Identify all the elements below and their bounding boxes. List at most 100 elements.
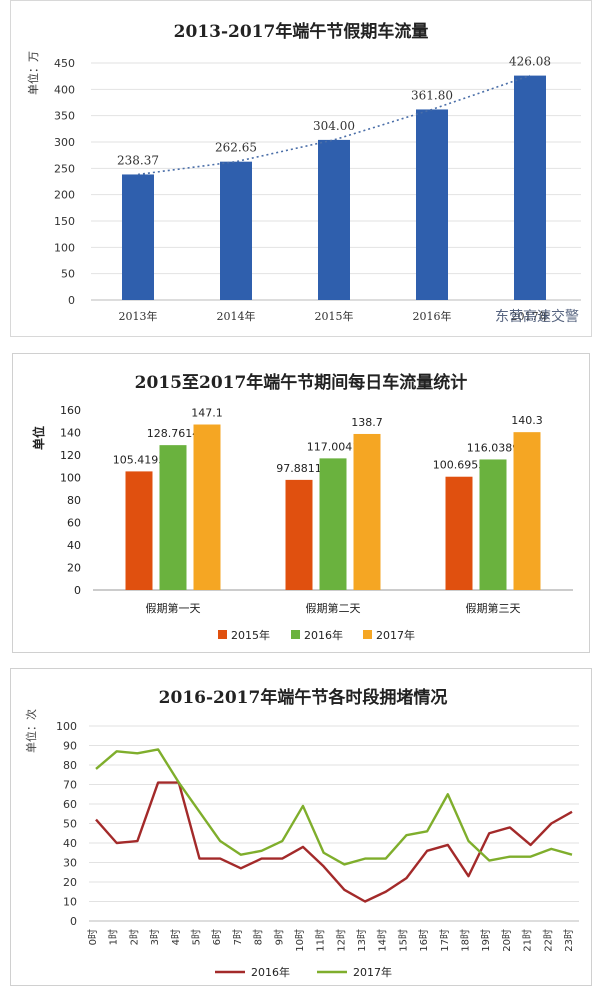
data-label: 140.3: [511, 414, 543, 427]
y-tick-label: 250: [54, 162, 75, 175]
y-tick-label: 0: [70, 915, 77, 928]
y-tick-label: 100: [60, 472, 81, 485]
data-label: 138.7: [351, 416, 383, 429]
bar-2016年-假期第三天: [479, 459, 507, 590]
bar-2015年-假期第二天: [285, 479, 313, 590]
chart-title: 2013-2017年端午节假期车流量: [174, 21, 429, 42]
y-tick-label: 30: [63, 857, 77, 870]
legend-label: 2015年: [231, 628, 270, 642]
bar-2015年-假期第三天: [445, 476, 473, 590]
bar-2017年-假期第一天: [193, 424, 221, 590]
legend-swatch-2015年: [218, 630, 227, 639]
data-label: 117.0041: [307, 440, 360, 453]
y-axis-label: 单位: [31, 426, 46, 450]
y-tick-label: 0: [68, 294, 75, 307]
x-tick-label: 12时: [335, 929, 347, 952]
x-tick-label: 4时: [170, 929, 182, 945]
x-tick-label: 14时: [377, 929, 389, 952]
y-tick-label: 20: [63, 876, 77, 889]
x-tick-label: 3时: [149, 929, 161, 945]
y-tick-label: 10: [63, 896, 77, 909]
x-tick-label: 2017年: [511, 309, 550, 323]
x-tick-label: 假期第二天: [306, 601, 361, 615]
x-tick-label: 2016年: [413, 309, 452, 323]
y-tick-label: 60: [63, 798, 77, 811]
series-line-2017年: [95, 748, 573, 866]
x-tick-label: 20时: [501, 929, 513, 952]
y-tick-label: 40: [63, 837, 77, 850]
x-tick-label: 6时: [211, 929, 223, 945]
x-tick-label: 2014年: [217, 309, 256, 323]
x-tick-label: 10时: [294, 929, 306, 952]
y-tick-label: 70: [63, 779, 77, 792]
chart-title: 2015至2017年端午节期间每日车流量统计: [135, 372, 468, 393]
bar-2015年-假期第一天: [125, 471, 153, 590]
y-axis-label: 单位：万: [26, 51, 40, 95]
x-tick-label: 假期第一天: [146, 601, 201, 615]
y-tick-label: 150: [54, 215, 75, 228]
x-tick-label: 0时: [87, 929, 99, 945]
x-tick-label: 9时: [273, 929, 285, 945]
chart-title: 2016-2017年端午节各时段拥堵情况: [159, 687, 448, 708]
y-tick-label: 60: [67, 517, 81, 530]
watermark: 东营高速交警: [495, 308, 579, 325]
bar-2013年: [122, 174, 154, 300]
data-label: 97.8811: [276, 462, 322, 475]
y-tick-label: 160: [60, 404, 81, 417]
x-tick-label: 11时: [315, 929, 327, 952]
legend-label: 2016年: [251, 965, 290, 979]
x-tick-label: 7时: [232, 929, 244, 945]
bar-2015年: [318, 139, 350, 300]
data-label: 262.65: [215, 141, 257, 155]
bar-2017年: [514, 75, 546, 300]
data-label: 426.08: [509, 55, 551, 69]
x-tick-label: 19时: [480, 929, 492, 952]
x-tick-label: 8时: [253, 929, 265, 945]
x-tick-label: 17时: [439, 929, 451, 952]
y-tick-label: 120: [60, 449, 81, 462]
x-tick-label: 假期第三天: [466, 601, 521, 615]
legend-swatch-2017年: [363, 630, 372, 639]
x-tick-label: 1时: [108, 929, 120, 945]
legend-label: 2016年: [304, 628, 343, 642]
y-tick-label: 40: [67, 539, 81, 552]
y-tick-label: 20: [67, 562, 81, 575]
data-label: 116.0389: [467, 441, 520, 454]
x-tick-label: 5时: [190, 929, 202, 945]
y-tick-label: 300: [54, 136, 75, 149]
y-tick-label: 400: [54, 83, 75, 96]
y-tick-label: 350: [54, 110, 75, 123]
y-tick-label: 50: [63, 818, 77, 831]
bar-2014年: [220, 161, 252, 300]
y-tick-label: 80: [63, 759, 77, 772]
data-label: 238.37: [117, 153, 159, 167]
y-tick-label: 140: [60, 427, 81, 440]
data-label: 100.6955: [433, 459, 486, 472]
x-tick-label: 22时: [542, 929, 554, 952]
data-label: 128.7614: [147, 427, 200, 440]
y-tick-label: 0: [74, 584, 81, 597]
chart-panel-yearly: 2013-2017年端午节假期车流量 单位：万 0 50 100 150 200 250 300…: [10, 0, 592, 337]
y-tick-label: 80: [67, 494, 81, 507]
bar-2016年-假期第二天: [319, 458, 347, 590]
legend-label: 2017年: [376, 628, 415, 642]
x-tick-label: 16时: [418, 929, 430, 952]
bar-2017年-假期第二天: [353, 433, 381, 590]
x-tick-label: 13时: [356, 929, 368, 952]
bar-2016年-假期第一天: [159, 445, 187, 590]
data-label: 147.1: [191, 407, 223, 420]
x-tick-label: 21时: [522, 929, 534, 952]
x-tick-label: 2015年: [315, 309, 354, 323]
x-tick-label: 15时: [397, 929, 409, 952]
data-label: 304.00: [313, 119, 355, 133]
series-line-2016年: [95, 781, 573, 903]
chart-panel-daily: 2015至2017年端午节期间每日车流量统计单位 0 20 40 60 80 100 120 1…: [12, 353, 590, 653]
x-tick-label: 2013年: [119, 309, 158, 323]
trendline: [137, 74, 531, 176]
y-tick-label: 90: [63, 740, 77, 753]
data-label: 361.80: [411, 88, 453, 102]
y-tick-label: 200: [54, 189, 75, 202]
